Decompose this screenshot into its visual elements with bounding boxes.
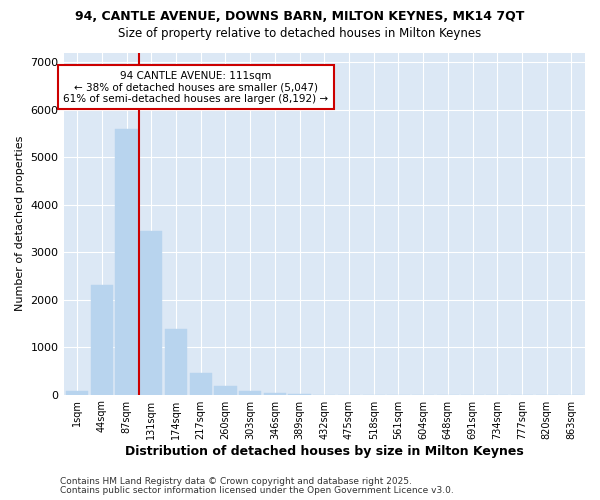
Text: 94, CANTLE AVENUE, DOWNS BARN, MILTON KEYNES, MK14 7QT: 94, CANTLE AVENUE, DOWNS BARN, MILTON KE… xyxy=(76,10,524,23)
Text: 94 CANTLE AVENUE: 111sqm
← 38% of detached houses are smaller (5,047)
61% of sem: 94 CANTLE AVENUE: 111sqm ← 38% of detach… xyxy=(63,70,328,104)
Bar xyxy=(165,330,187,394)
Text: Contains HM Land Registry data © Crown copyright and database right 2025.: Contains HM Land Registry data © Crown c… xyxy=(60,477,412,486)
Y-axis label: Number of detached properties: Number of detached properties xyxy=(15,136,25,311)
Text: Size of property relative to detached houses in Milton Keynes: Size of property relative to detached ho… xyxy=(118,28,482,40)
Bar xyxy=(190,372,212,394)
Bar xyxy=(115,130,137,394)
Bar xyxy=(239,392,261,394)
Bar xyxy=(91,286,113,395)
Bar xyxy=(264,393,286,394)
Bar xyxy=(66,391,88,394)
Bar xyxy=(140,230,163,394)
X-axis label: Distribution of detached houses by size in Milton Keynes: Distribution of detached houses by size … xyxy=(125,444,524,458)
Bar xyxy=(214,386,236,394)
Text: Contains public sector information licensed under the Open Government Licence v3: Contains public sector information licen… xyxy=(60,486,454,495)
